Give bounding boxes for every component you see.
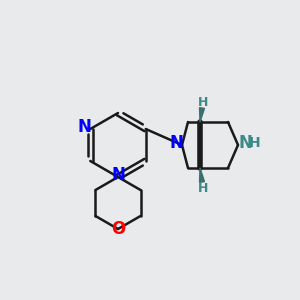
Text: N: N [77,118,91,136]
Polygon shape [200,108,205,122]
Text: N: N [239,134,253,152]
Text: O: O [111,220,125,238]
Text: H: H [198,182,208,194]
Text: N: N [111,166,125,184]
Polygon shape [200,168,205,182]
Text: H: H [198,95,208,109]
Text: N: N [169,134,183,152]
Text: H: H [249,136,261,150]
